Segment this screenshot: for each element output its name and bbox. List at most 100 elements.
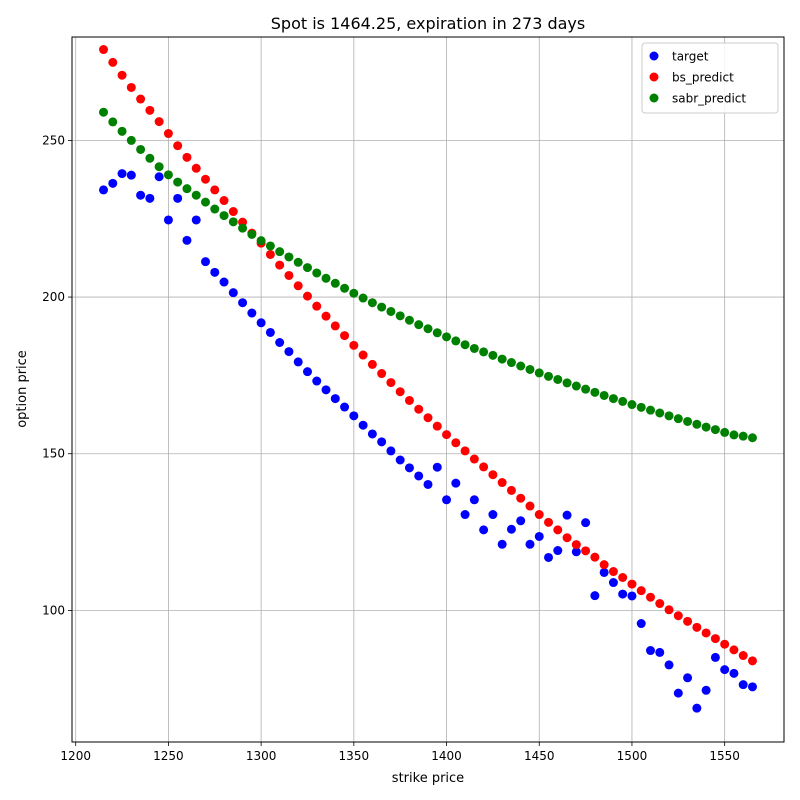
- point-bs_predict: [432, 421, 442, 431]
- point-target: [210, 267, 220, 277]
- legend-marker: [649, 72, 659, 82]
- point-sabr_predict: [608, 394, 618, 404]
- point-bs_predict: [646, 592, 655, 602]
- point-target: [414, 471, 424, 481]
- point-target: [627, 591, 637, 601]
- point-target: [692, 703, 702, 713]
- point-bs_predict: [488, 470, 498, 480]
- legend-marker: [649, 93, 659, 103]
- point-bs_predict: [581, 546, 591, 556]
- point-sabr_predict: [340, 283, 350, 293]
- point-sabr_predict: [599, 390, 609, 400]
- data-points: [99, 45, 757, 713]
- point-target: [404, 463, 414, 473]
- chart-title: Spot is 1464.25, expiration in 273 days: [271, 14, 585, 33]
- axis-ticks: 1200 1250 1300 1350 1400 1450 1500 1550 100 150 20…: [42, 133, 740, 763]
- point-target: [321, 385, 331, 395]
- point-target: [506, 524, 516, 534]
- point-bs_predict: [275, 260, 285, 270]
- point-target: [581, 518, 591, 528]
- point-target: [562, 510, 572, 520]
- grid-lines: [72, 37, 784, 742]
- point-target: [330, 394, 340, 404]
- point-target: [358, 420, 368, 430]
- point-sabr_predict: [627, 400, 637, 410]
- point-bs_predict: [738, 651, 748, 661]
- point-sabr_predict: [275, 247, 285, 257]
- point-bs_predict: [321, 311, 331, 321]
- point-bs_predict: [228, 207, 238, 217]
- point-bs_predict: [534, 510, 544, 520]
- point-bs_predict: [442, 430, 452, 440]
- point-bs_predict: [460, 446, 470, 456]
- legend-label: target: [672, 50, 709, 64]
- point-target: [293, 357, 303, 367]
- x-tick-label: 1450: [524, 749, 555, 763]
- point-bs_predict: [126, 82, 136, 92]
- point-target: [646, 646, 655, 656]
- point-sabr_predict: [488, 350, 498, 360]
- series-sabr_predict: [99, 107, 757, 443]
- point-sabr_predict: [349, 288, 359, 298]
- point-bs_predict: [312, 301, 322, 311]
- point-target: [599, 567, 609, 577]
- point-bs_predict: [210, 185, 220, 195]
- point-target: [710, 652, 720, 662]
- point-target: [126, 170, 136, 180]
- point-target: [99, 185, 109, 195]
- point-bs_predict: [451, 438, 461, 448]
- point-target: [228, 288, 238, 298]
- point-bs_predict: [330, 321, 340, 331]
- point-target: [442, 495, 452, 505]
- point-sabr_predict: [692, 419, 702, 429]
- series-target: [99, 169, 757, 713]
- point-bs_predict: [571, 540, 581, 550]
- point-target: [136, 190, 146, 200]
- point-target: [534, 531, 544, 541]
- point-bs_predict: [173, 141, 183, 151]
- point-target: [673, 688, 683, 698]
- point-sabr_predict: [163, 170, 173, 180]
- point-sabr_predict: [247, 229, 257, 239]
- point-bs_predict: [201, 174, 210, 184]
- point-sabr_predict: [312, 268, 322, 278]
- point-target: [544, 552, 554, 562]
- point-bs_predict: [599, 560, 609, 570]
- point-target: [238, 298, 248, 308]
- point-target: [386, 446, 396, 456]
- point-sabr_predict: [516, 361, 526, 371]
- point-target: [683, 673, 693, 683]
- point-sabr_predict: [284, 252, 294, 262]
- point-target: [655, 647, 665, 657]
- point-bs_predict: [99, 45, 109, 55]
- point-sabr_predict: [673, 414, 683, 424]
- point-bs_predict: [506, 485, 516, 495]
- point-sabr_predict: [720, 427, 730, 437]
- point-sabr_predict: [581, 384, 591, 394]
- point-bs_predict: [423, 413, 433, 423]
- point-bs_predict: [627, 579, 637, 589]
- point-bs_predict: [590, 552, 600, 562]
- point-target: [173, 193, 183, 203]
- legend-label: bs_predict: [672, 71, 734, 85]
- y-tick-label: 250: [42, 133, 65, 147]
- point-target: [488, 510, 498, 520]
- point-bs_predict: [747, 656, 757, 666]
- point-bs_predict: [414, 404, 424, 414]
- point-sabr_predict: [729, 430, 739, 440]
- point-bs_predict: [729, 645, 739, 655]
- point-sabr_predict: [571, 381, 581, 391]
- y-axis-label: option price: [15, 350, 30, 428]
- point-sabr_predict: [646, 405, 655, 415]
- point-target: [117, 169, 127, 179]
- point-target: [377, 437, 387, 447]
- point-sabr_predict: [553, 374, 563, 384]
- point-bs_predict: [720, 639, 730, 649]
- point-target: [265, 327, 275, 337]
- point-target: [479, 525, 489, 535]
- point-bs_predict: [683, 616, 693, 626]
- point-target: [191, 215, 201, 225]
- point-bs_predict: [145, 105, 155, 115]
- point-sabr_predict: [228, 217, 238, 227]
- point-sabr_predict: [423, 324, 433, 334]
